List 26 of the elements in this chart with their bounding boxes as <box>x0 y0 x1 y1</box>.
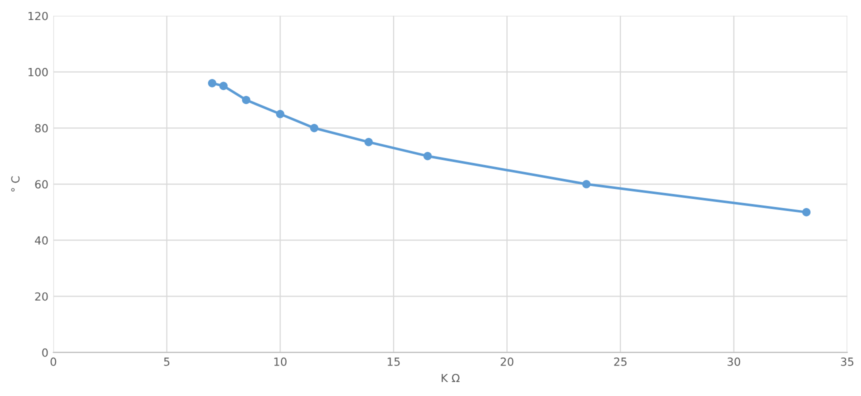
x-tick-label: 25 <box>614 357 627 366</box>
y-tick-label: 0 <box>42 348 48 357</box>
y-tick-label: 100 <box>28 68 48 76</box>
point <box>364 138 373 146</box>
point <box>276 110 284 118</box>
x-tick-label: 30 <box>728 357 740 366</box>
x-axis-title: K Ω <box>442 374 460 382</box>
point <box>219 82 228 90</box>
x-tick-label: 20 <box>500 357 514 366</box>
y-tick-label: 120 <box>28 12 48 20</box>
point <box>208 78 216 88</box>
point <box>582 180 591 188</box>
x-tick-label: 15 <box>388 358 400 366</box>
point <box>423 152 432 160</box>
y-tick-label: 60 <box>35 180 48 189</box>
point <box>242 96 250 104</box>
y-axis-title: ° C <box>11 176 20 192</box>
x-tick-label: 0 <box>50 357 56 366</box>
y-tick-label: 20 <box>35 292 48 301</box>
x-tick-label: 35 <box>841 357 854 366</box>
x-tick-label: 5 <box>164 358 170 366</box>
point <box>310 124 318 132</box>
y-tick-label: 40 <box>34 236 48 245</box>
x-tick-label: 10 <box>274 357 287 366</box>
point <box>802 208 811 216</box>
y-tick-label: 80 <box>35 124 48 132</box>
